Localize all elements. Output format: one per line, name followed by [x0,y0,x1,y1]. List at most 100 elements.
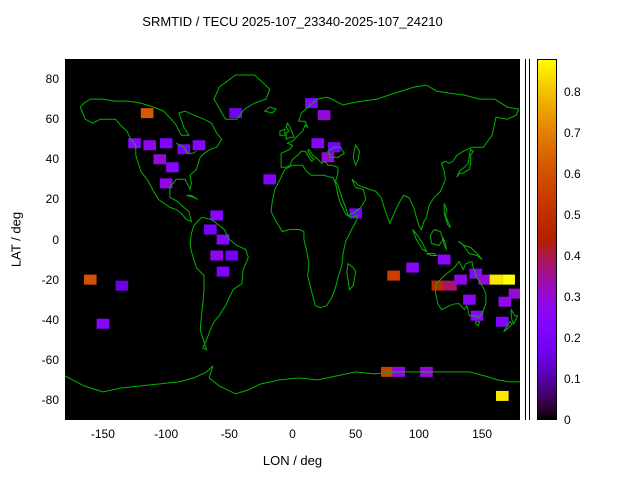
x-tick-label: 50 [349,427,363,441]
heatmap-cell [406,262,419,273]
x-tick-label: 0 [289,427,296,441]
coastline-path [327,146,345,158]
coastline-path [443,203,451,228]
chart-title: SRMTID / TECU 2025-107_23340-2025-107_24… [142,14,443,29]
heatmap-cell [115,280,129,291]
x-tick-label: 100 [408,427,429,441]
heatmap-cell [159,178,173,189]
heatmap-cell [321,152,335,163]
y-tick-label: 80 [45,72,59,87]
coastline-path [456,148,474,178]
heatmap-cell [216,234,230,245]
x-tick-label: 150 [472,427,493,441]
heatmap-cell [444,280,457,291]
colorbar-rect [537,59,557,420]
coastline-path [280,84,520,231]
x-axis-label: LON / deg [262,453,323,468]
coastline-path [189,216,249,351]
coastline-path [442,237,448,250]
heatmap-cell [317,110,331,121]
colorbar-tick-label: 0.4 [564,248,581,263]
coastline-path [503,320,514,333]
coastline-path [426,253,439,256]
heatmap-cell [229,108,242,119]
heatmap-cell [153,154,167,165]
heatmap-cell [140,108,154,119]
heatmap-cell [177,144,191,155]
heatmap-cell [508,288,520,299]
heatmap-cell [431,280,445,291]
colorbar-tick-label: 0 [564,413,571,427]
y-tick-label: 0 [52,232,59,247]
colorbar-tick-label: 0.2 [564,330,581,345]
heatmap-cell [83,274,97,285]
heatmap-cell [143,140,156,151]
x-tick-label: -150 [90,427,115,441]
x-tick-label: -50 [220,427,238,441]
heatmap-cell [166,162,179,173]
coastline-path [352,144,361,167]
y-tick-label: 40 [45,152,59,167]
heatmap-cell [502,274,515,285]
heatmap-cell [387,270,400,281]
y-tick-label: 20 [45,192,59,207]
heatmap-cell [437,254,451,265]
heatmap-cell [489,274,503,285]
y-tick-label: -60 [41,352,59,367]
coastline-path [412,229,428,253]
coastline-path [263,106,278,114]
colorbar-tick-label: 0.3 [564,289,581,304]
heatmap-cell [495,316,509,327]
heatmap-cell [349,208,363,219]
y-tick-label: -40 [41,312,59,327]
colorbar-gradient [537,59,557,420]
heatmap-cell [204,224,217,235]
colorbar-tick-label: 0.8 [564,84,581,99]
coastline-path [475,321,481,327]
coastline-path [279,128,286,136]
heatmap-cell [305,98,318,109]
colorbar-axis-line-2 [529,59,530,420]
colorbar [537,59,557,420]
heatmap-cell [454,274,467,285]
heatmap-cell [380,366,394,377]
coastline-path [510,307,519,325]
heatmap-cell [498,296,512,307]
heatmap-cell [463,294,476,305]
heatmap-cell [210,210,223,221]
heatmap-cell [478,274,491,285]
heatmap-cell [216,266,230,277]
coastline-path [285,122,295,141]
heatmap-cells [83,98,520,401]
colorbar-tick-label: 0.7 [564,125,581,140]
heatmap-cell [210,250,223,261]
heatmap-cell [96,318,110,329]
y-tick-label: -20 [41,272,59,287]
heatmap-cell [311,138,325,149]
map-plot-area [65,59,520,420]
coastline-path [346,262,357,291]
coastline-path [186,194,198,200]
y-tick-label: 60 [45,112,59,127]
coastline-path [79,98,223,223]
heatmap-cell [263,174,277,185]
coastline-path [175,142,197,154]
heatmap-cell [495,390,509,401]
coastline-path [65,365,520,395]
heatmap-cell [192,140,206,151]
colorbar-tick-label: 0.6 [564,166,581,181]
y-tick-label: -80 [41,392,59,407]
coastline-path [429,228,444,247]
coastline-path [213,74,271,120]
colorbar-tick-label: 0.5 [564,207,581,222]
coastline-path [457,241,483,260]
colorbar-tick-label: 0.1 [564,371,581,386]
x-tick-label: -100 [154,427,179,441]
heatmap-cell [159,138,173,149]
coastline-map [65,74,520,395]
coastline-path [434,260,487,319]
colorbar-axis-line [525,59,526,420]
heatmap-cell [225,250,239,261]
map-plot-canvas [65,74,520,401]
